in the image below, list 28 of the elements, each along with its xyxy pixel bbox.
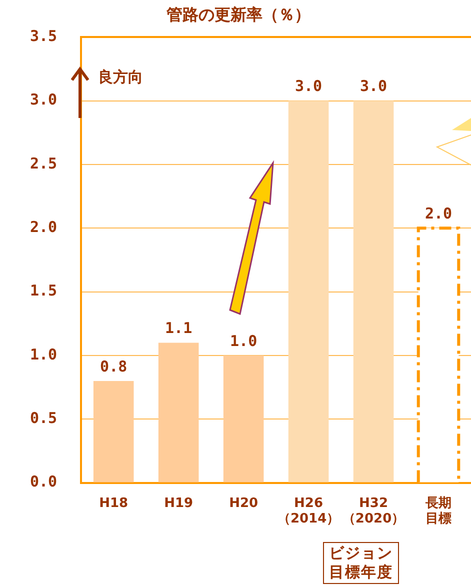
y-tick-label: 0.0 xyxy=(30,472,58,491)
data-label: 1.1 xyxy=(165,319,192,338)
y-tick-label: 1.5 xyxy=(30,282,58,300)
bar xyxy=(288,100,329,482)
x-tick-label: H20 xyxy=(229,496,258,511)
bar xyxy=(158,342,199,482)
x-tick-label: 長期目標 xyxy=(424,496,452,527)
data-label: 3.0 xyxy=(360,77,388,96)
data-label: 3.0 xyxy=(294,77,322,96)
y-tick-label: 2.0 xyxy=(30,218,58,236)
x-tick-label: H26 （2014） xyxy=(277,496,340,527)
text: ビジョン目標年度 xyxy=(323,542,399,584)
y-tick-label: 2.5 xyxy=(30,154,58,172)
x-tick-label: H18 xyxy=(99,496,128,511)
bar xyxy=(353,100,394,482)
y-tick-label: 1.0 xyxy=(30,345,58,364)
x-tick-label: H32 （2020） xyxy=(342,496,405,527)
y-tick-label: 3.5 xyxy=(30,27,58,46)
data-label: 1.0 xyxy=(230,332,258,350)
chart-title: 管路の更新率（％） xyxy=(166,4,310,24)
data-label: 0.8 xyxy=(100,357,128,376)
annotation: 良方向 xyxy=(98,68,143,87)
y-tick-label: 0.5 xyxy=(30,409,58,428)
x-tick-label: H19 xyxy=(164,496,194,511)
data-label: 2.0 xyxy=(424,204,452,223)
bar xyxy=(93,380,134,482)
bar xyxy=(223,355,264,482)
y-tick-label: 3.0 xyxy=(30,90,58,109)
